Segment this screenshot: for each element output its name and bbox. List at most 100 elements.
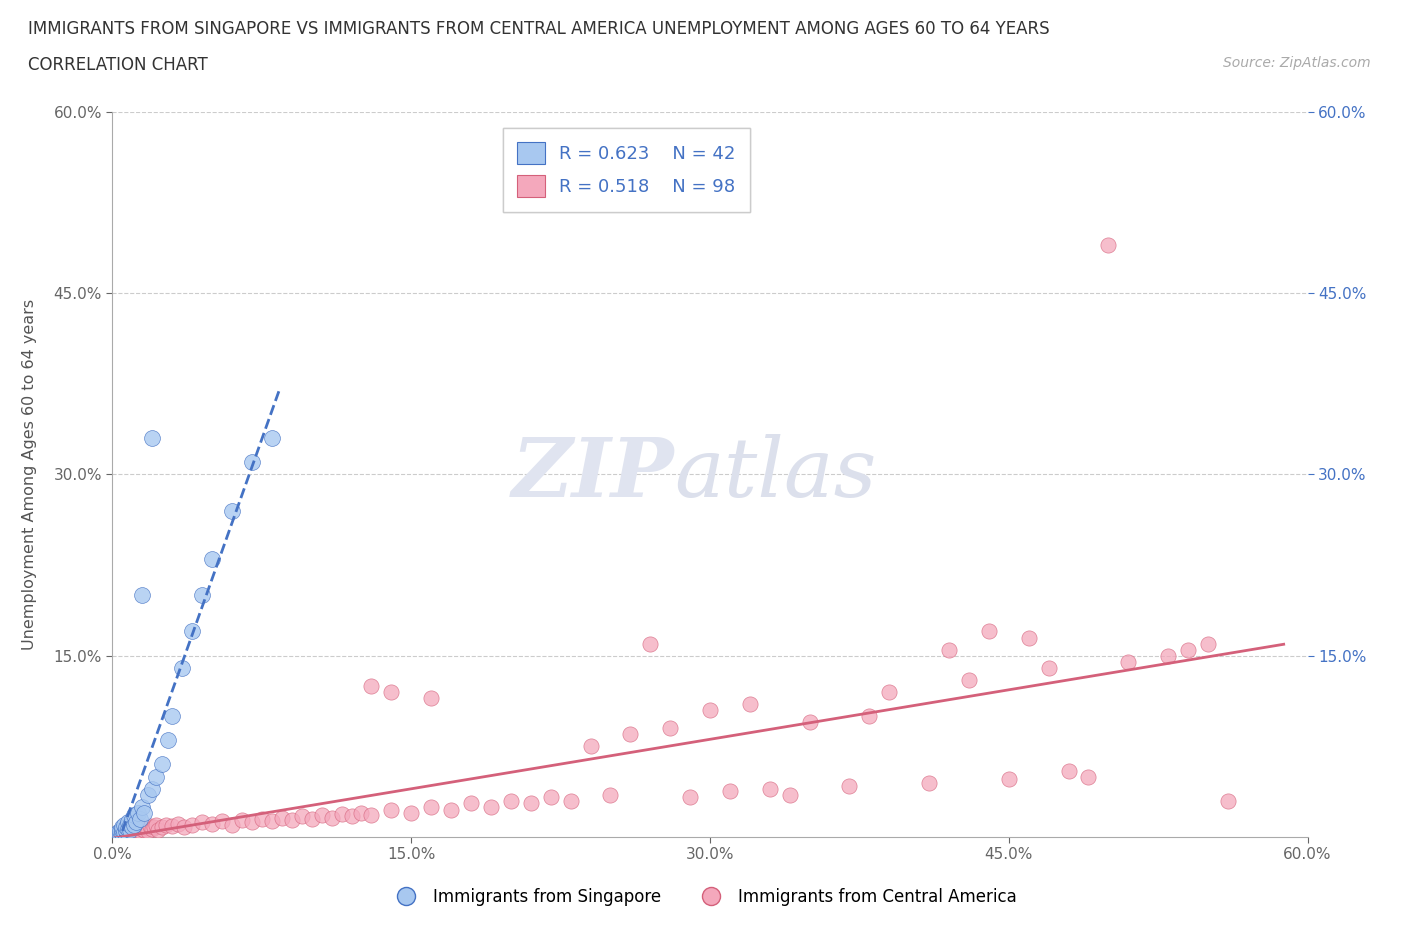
Point xyxy=(977,624,1000,639)
Point xyxy=(221,817,243,832)
Point xyxy=(115,824,138,839)
Point xyxy=(141,431,163,445)
Point xyxy=(1216,793,1239,808)
Point xyxy=(105,827,128,842)
Point xyxy=(380,803,402,817)
Point xyxy=(107,826,129,841)
Point xyxy=(479,800,502,815)
Point xyxy=(260,431,283,445)
Point xyxy=(111,827,134,842)
Point xyxy=(134,805,156,820)
Point xyxy=(120,817,142,832)
Point xyxy=(125,825,148,840)
Point xyxy=(139,818,162,833)
Point xyxy=(129,824,152,839)
Legend: Immigrants from Singapore, Immigrants from Central America: Immigrants from Singapore, Immigrants fr… xyxy=(382,881,1024,912)
Point xyxy=(340,809,363,824)
Point xyxy=(221,503,243,518)
Point xyxy=(779,787,801,802)
Point xyxy=(114,825,135,840)
Point xyxy=(1118,655,1140,670)
Point xyxy=(121,820,143,835)
Point xyxy=(105,827,128,842)
Point xyxy=(141,821,163,836)
Y-axis label: Unemployment Among Ages 60 to 64 years: Unemployment Among Ages 60 to 64 years xyxy=(22,299,37,650)
Point xyxy=(301,811,323,827)
Point xyxy=(1097,237,1119,252)
Point xyxy=(879,684,901,699)
Point xyxy=(181,817,204,832)
Point xyxy=(138,824,160,839)
Point xyxy=(162,709,183,724)
Point xyxy=(127,805,149,820)
Point xyxy=(270,810,292,825)
Point xyxy=(1038,660,1060,675)
Point xyxy=(330,806,353,821)
Point xyxy=(520,796,543,811)
Point xyxy=(211,814,233,829)
Point xyxy=(191,588,214,603)
Point xyxy=(145,817,167,832)
Point xyxy=(145,769,167,784)
Point xyxy=(131,821,153,836)
Point xyxy=(1157,648,1180,663)
Point xyxy=(191,815,214,830)
Point xyxy=(143,820,166,835)
Point xyxy=(350,805,373,820)
Point xyxy=(838,778,860,793)
Point xyxy=(124,824,146,839)
Point xyxy=(360,808,382,823)
Point xyxy=(111,826,134,841)
Point xyxy=(599,787,621,802)
Point xyxy=(250,811,273,827)
Point xyxy=(134,822,156,837)
Point xyxy=(619,727,641,742)
Point xyxy=(360,679,382,694)
Point xyxy=(125,815,148,830)
Point xyxy=(499,793,522,808)
Point xyxy=(120,822,142,837)
Point xyxy=(110,827,132,842)
Point xyxy=(103,830,125,844)
Point xyxy=(115,820,138,835)
Point xyxy=(111,824,134,839)
Point xyxy=(105,830,128,844)
Point xyxy=(240,455,263,470)
Legend: R = 0.623    N = 42, R = 0.518    N = 98: R = 0.623 N = 42, R = 0.518 N = 98 xyxy=(503,128,749,212)
Point xyxy=(150,820,173,835)
Point xyxy=(201,551,224,566)
Text: atlas: atlas xyxy=(675,434,876,514)
Point xyxy=(129,811,152,827)
Point xyxy=(114,829,135,844)
Point xyxy=(110,825,132,840)
Point xyxy=(117,821,139,836)
Point xyxy=(181,624,204,639)
Point xyxy=(155,817,177,832)
Point xyxy=(321,810,343,825)
Point xyxy=(148,822,170,837)
Point xyxy=(1177,642,1199,657)
Point xyxy=(107,826,129,841)
Point xyxy=(640,636,662,651)
Point xyxy=(460,796,482,811)
Point xyxy=(114,817,135,832)
Point xyxy=(107,825,129,840)
Point xyxy=(115,827,138,842)
Point xyxy=(738,697,761,711)
Point xyxy=(201,817,224,831)
Point xyxy=(150,757,173,772)
Point xyxy=(111,822,134,837)
Point xyxy=(659,721,682,736)
Point xyxy=(110,829,132,844)
Text: IMMIGRANTS FROM SINGAPORE VS IMMIGRANTS FROM CENTRAL AMERICA UNEMPLOYMENT AMONG : IMMIGRANTS FROM SINGAPORE VS IMMIGRANTS … xyxy=(28,20,1050,38)
Point xyxy=(114,826,135,841)
Point xyxy=(718,784,741,799)
Point xyxy=(679,790,702,804)
Point xyxy=(157,733,180,748)
Point xyxy=(938,642,960,657)
Point xyxy=(1057,763,1080,777)
Point xyxy=(440,803,463,817)
Point xyxy=(167,817,190,831)
Point xyxy=(172,660,194,675)
Point xyxy=(131,800,153,815)
